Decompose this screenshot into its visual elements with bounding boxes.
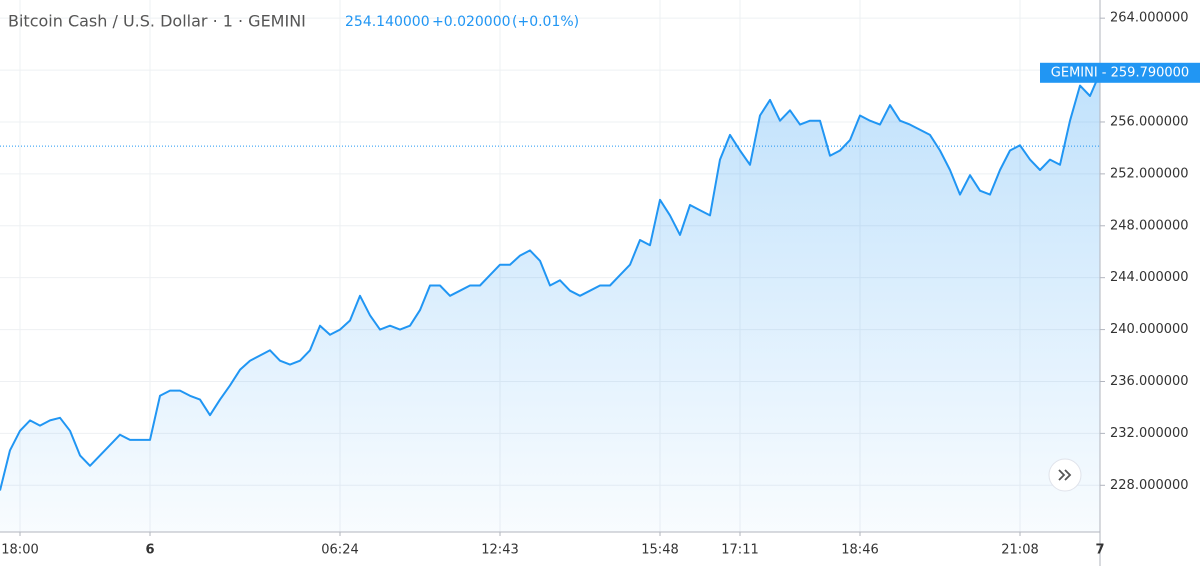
last-price: 254.140000 bbox=[345, 14, 430, 30]
area-fill bbox=[0, 72, 1100, 533]
y-tick-label: 244.000000 bbox=[1110, 270, 1189, 285]
plot bbox=[0, 72, 1101, 533]
y-tick-label: 264.000000 bbox=[1110, 11, 1189, 26]
labels: 228.000000 232.000000 236.000000 240.000000… bbox=[1, 11, 1200, 558]
y-tick-label: 232.000000 bbox=[1110, 426, 1189, 441]
x-tick-label: 6 bbox=[145, 543, 154, 558]
scroll-button[interactable] bbox=[1048, 458, 1082, 492]
y-tick-label: 252.000000 bbox=[1110, 166, 1189, 181]
y-tick-label: 248.000000 bbox=[1110, 218, 1189, 233]
price-change-pct: (+0.01%) bbox=[512, 14, 579, 30]
chart-title: Bitcoin Cash / U.S. Dollar · 1 · GEMINI bbox=[8, 12, 306, 31]
price-line bbox=[0, 72, 1101, 491]
y-tick-label: 256.000000 bbox=[1110, 114, 1189, 129]
x-tick-label: 21:08 bbox=[1001, 543, 1038, 558]
y-tick-label: 240.000000 bbox=[1110, 322, 1189, 337]
x-tick-label: 7 bbox=[1095, 543, 1104, 558]
price-change: +0.020000 bbox=[432, 14, 511, 30]
x-tick-label: 12:43 bbox=[481, 543, 518, 558]
x-tick-label: 06:24 bbox=[321, 543, 358, 558]
scroll-button-icon[interactable] bbox=[1058, 469, 1072, 481]
y-tick-label: 228.000000 bbox=[1110, 478, 1189, 493]
x-tick-label: 18:46 bbox=[841, 543, 878, 558]
last-price-tag bbox=[1040, 62, 1200, 83]
x-tick-label: 15:48 bbox=[641, 543, 678, 558]
y-tick-label: 236.000000 bbox=[1110, 374, 1189, 389]
x-tick-label: 18:00 bbox=[1, 543, 38, 558]
last-price-tag-label: GEMINI - 259.790000 bbox=[1051, 65, 1189, 80]
x-tick-label: 17:11 bbox=[721, 543, 758, 558]
